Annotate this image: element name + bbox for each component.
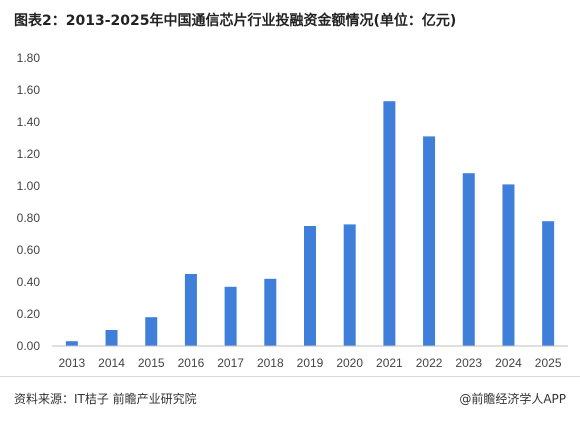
y-tick-label: 1.80	[17, 51, 41, 65]
x-axis-ticks: 2013 2014 2015 2016 2017 2018 2019 2020 2021 2022…	[58, 356, 561, 370]
x-tick-label: 2017	[217, 356, 244, 370]
bars	[65, 101, 555, 346]
chart-title: 图表2：2013-2025年中国通信芯片行业投融资金额情况(单位：亿元)	[14, 13, 457, 29]
bar-chart: 0.00 0.20 0.40 0.60 0.80 1.00 1.20 1.40 1.60 1.80…	[17, 51, 568, 370]
bar-2022	[423, 136, 436, 346]
x-tick-label: 2025	[535, 356, 562, 370]
y-tick-label: 0.00	[17, 339, 41, 353]
y-tick-label: 1.00	[17, 179, 41, 193]
bar-2016	[184, 274, 197, 346]
x-tick-label: 2021	[376, 356, 403, 370]
footer-divider	[0, 376, 580, 377]
x-tick-label: 2018	[257, 356, 284, 370]
y-axis-ticks: 0.00 0.20 0.40 0.60 0.80 1.00 1.20 1.40 1.60 1.80	[17, 51, 41, 353]
x-tick-label: 2016	[178, 356, 205, 370]
bar-2015	[145, 317, 158, 346]
y-tick-label: 0.80	[17, 211, 41, 225]
y-tick-label: 0.40	[17, 275, 41, 289]
bar-2020	[343, 224, 356, 346]
x-tick-label: 2023	[455, 356, 482, 370]
bar-2024	[502, 184, 515, 346]
x-tick-label: 2013	[58, 356, 85, 370]
x-tick-label: 2015	[138, 356, 165, 370]
x-tick-label: 2020	[336, 356, 363, 370]
bar-2014	[105, 330, 118, 346]
x-tick-label: 2019	[297, 356, 324, 370]
source-note: 资料来源：IT桔子 前瞻产业研究院	[14, 392, 197, 406]
y-tick-label: 1.60	[17, 83, 41, 97]
bar-2019	[304, 226, 316, 346]
bar-2017	[224, 286, 237, 346]
bar-2025	[542, 221, 555, 346]
y-tick-label: 1.20	[17, 147, 41, 161]
bar-2023	[462, 173, 475, 346]
credit-note: @前瞻经济学人APP	[459, 392, 566, 406]
y-tick-label: 0.20	[17, 307, 41, 321]
x-tick-label: 2024	[495, 356, 522, 370]
bar-2013	[65, 341, 78, 346]
bar-2021	[383, 101, 396, 346]
y-tick-label: 0.60	[17, 243, 41, 257]
x-tick-label: 2014	[98, 356, 125, 370]
bar-2018	[264, 278, 277, 346]
x-tick-label: 2022	[416, 356, 443, 370]
y-tick-label: 1.40	[17, 115, 41, 129]
